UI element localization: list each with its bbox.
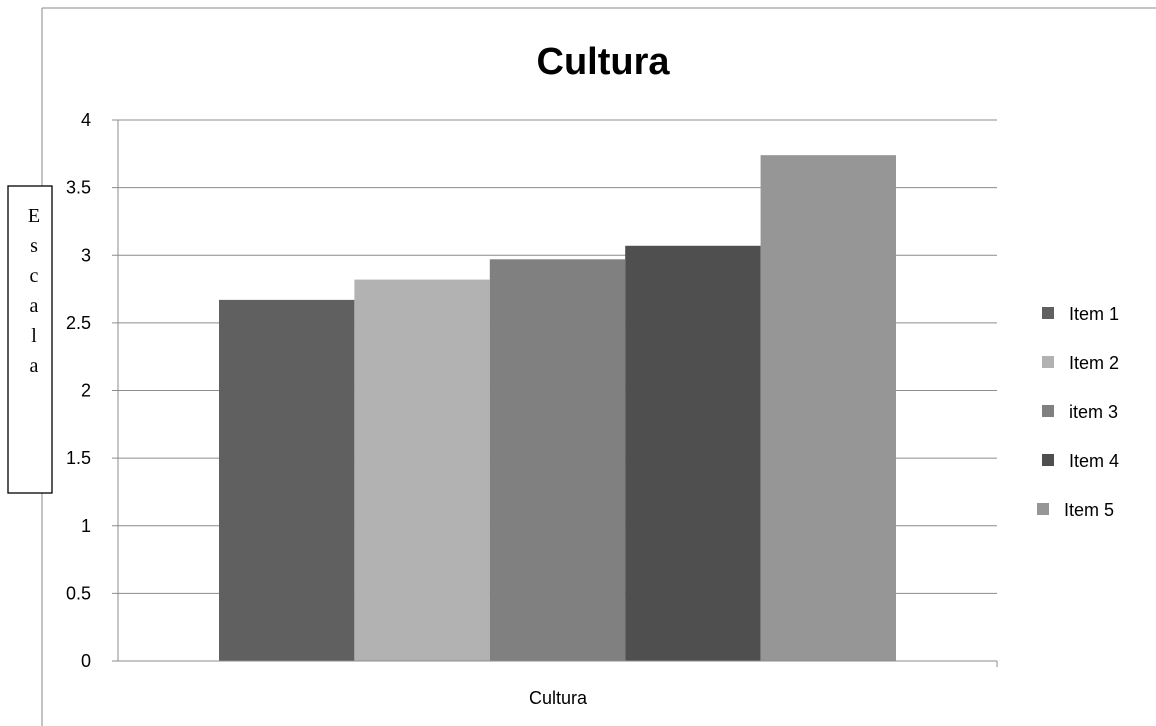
y-axis-label-letter: E	[28, 205, 40, 227]
legend-swatch	[1042, 356, 1054, 368]
bar	[760, 155, 896, 662]
y-tick-label: 3	[81, 245, 91, 265]
y-tick-label: 2	[81, 381, 91, 401]
y-axis-label-letter: s	[30, 235, 38, 257]
axes	[117, 120, 998, 667]
bar	[625, 245, 761, 661]
bar	[489, 259, 626, 661]
y-tick-label: 0.5	[66, 583, 91, 603]
y-tick-label: 4	[81, 110, 91, 130]
y-axis-label-letter: l	[31, 325, 37, 347]
legend: Item 1 Item 2 item 3 Item 4 Item 5	[1037, 304, 1119, 520]
bar	[354, 279, 490, 661]
y-axis-label-letter: a	[30, 295, 39, 317]
legend-swatch	[1037, 503, 1049, 515]
legend-label: Item 4	[1069, 451, 1119, 471]
legend-swatch	[1042, 454, 1054, 466]
y-axis-label-letter: a	[30, 355, 39, 377]
y-tick-label: 0	[81, 651, 91, 671]
legend-swatch	[1042, 307, 1054, 319]
y-tick-label: 2.5	[66, 313, 91, 333]
bars	[219, 155, 896, 662]
legend-swatch	[1042, 405, 1054, 417]
y-tick-label: 1.5	[66, 448, 91, 468]
y-axis-label-box	[7, 185, 53, 494]
legend-label: item 3	[1069, 402, 1118, 422]
y-tick-label: 1	[81, 516, 91, 536]
y-axis-label-letter: c	[30, 265, 39, 287]
chart-title: Cultura	[537, 41, 671, 83]
legend-label: Item 2	[1069, 353, 1119, 373]
legend-label: Item 1	[1069, 304, 1119, 324]
y-tick-label: 3.5	[66, 178, 91, 198]
x-axis-category-label: Cultura	[529, 688, 588, 708]
y-axis-ticks: 0 0.5 1 1.5 2 2.5 3 3.5 4	[66, 110, 118, 671]
bar	[219, 299, 355, 661]
legend-label: Item 5	[1064, 500, 1114, 520]
